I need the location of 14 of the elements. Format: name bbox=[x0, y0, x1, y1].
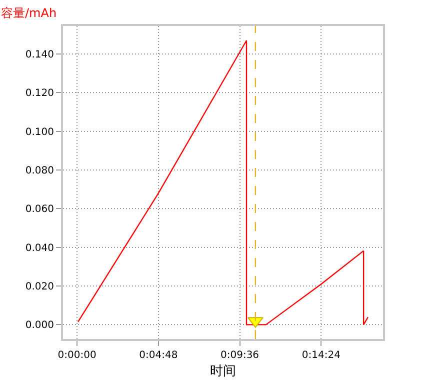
y-axis-title: 容量/mAh bbox=[1, 6, 57, 20]
y-tick-label: 0.100 bbox=[25, 126, 54, 138]
y-tick-label: 0.060 bbox=[25, 204, 54, 216]
y-tick-label: 0.040 bbox=[25, 242, 54, 254]
x-axis-title: 时间 bbox=[210, 364, 236, 380]
x-tick-label: 0:09:36 bbox=[220, 350, 260, 361]
y-tick-label: 0.000 bbox=[25, 320, 54, 332]
x-tick-label: 0:04:48 bbox=[139, 350, 178, 361]
x-tick-label: 0:00:00 bbox=[58, 350, 96, 361]
y-tick-label: 0.140 bbox=[25, 50, 54, 61]
y-tick-label: 0.080 bbox=[25, 166, 54, 177]
y-tick-label: 0.120 bbox=[25, 88, 54, 100]
y-tick-label: 0.020 bbox=[25, 282, 54, 293]
x-tick-label: 0:14:24 bbox=[302, 350, 340, 361]
